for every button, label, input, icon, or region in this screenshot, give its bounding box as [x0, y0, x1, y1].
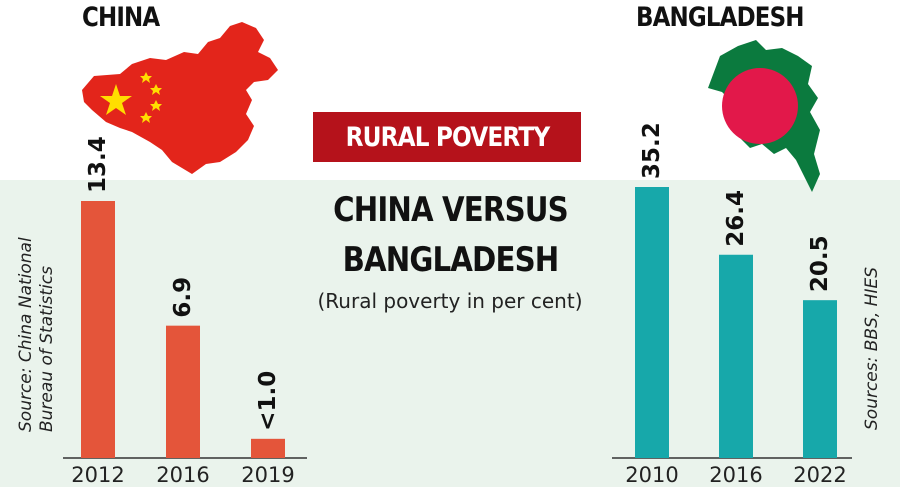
china-category-label-2019: 2019 — [241, 463, 294, 487]
bangladesh-chart-title: BANGLADESH — [636, 2, 805, 33]
china-map-flag-icon — [82, 22, 278, 174]
china-chart-title: CHINA — [82, 2, 160, 33]
bangladesh-category-label-2016: 2016 — [709, 463, 762, 487]
china-value-label-2012: 13.4 — [85, 136, 111, 193]
bangladesh-bar-2022 — [803, 300, 837, 458]
china-bar-2012 — [81, 201, 115, 458]
china-bar-2019 — [251, 438, 285, 458]
bangladesh-value-label-2016: 26.4 — [723, 190, 749, 247]
subtitle-line-2-text: BANGLADESH — [342, 240, 559, 280]
bangladesh-category-label-2022: 2022 — [793, 463, 846, 487]
bangladesh-value-label-2022: 20.5 — [807, 235, 833, 292]
china-bar-2016 — [166, 325, 200, 458]
bangladesh-value-label-2010: 35.2 — [639, 122, 665, 179]
china-value-label-2019: <1.0 — [255, 371, 281, 431]
bangladesh-bar-2010 — [635, 187, 669, 458]
subtitle-line-1-text: CHINA VERSUS — [332, 190, 569, 230]
bangladesh-map-flag-icon — [708, 40, 820, 192]
subtitle-line-2: BANGLADESH — [250, 240, 650, 280]
bangladesh-bar-2016 — [719, 254, 753, 458]
china-value-label-2016: 6.9 — [170, 277, 196, 318]
china-category-label-2016: 2016 — [156, 463, 209, 487]
china-category-label-2012: 2012 — [71, 463, 124, 487]
subtitle-line-1: CHINA VERSUS — [250, 190, 650, 230]
unit-note: (Rural poverty in per cent) — [317, 289, 583, 313]
headline-banner: RURAL POVERTY — [313, 112, 581, 162]
headline-text: RURAL POVERTY — [345, 121, 550, 153]
bangladesh-category-label-2010: 2010 — [625, 463, 678, 487]
